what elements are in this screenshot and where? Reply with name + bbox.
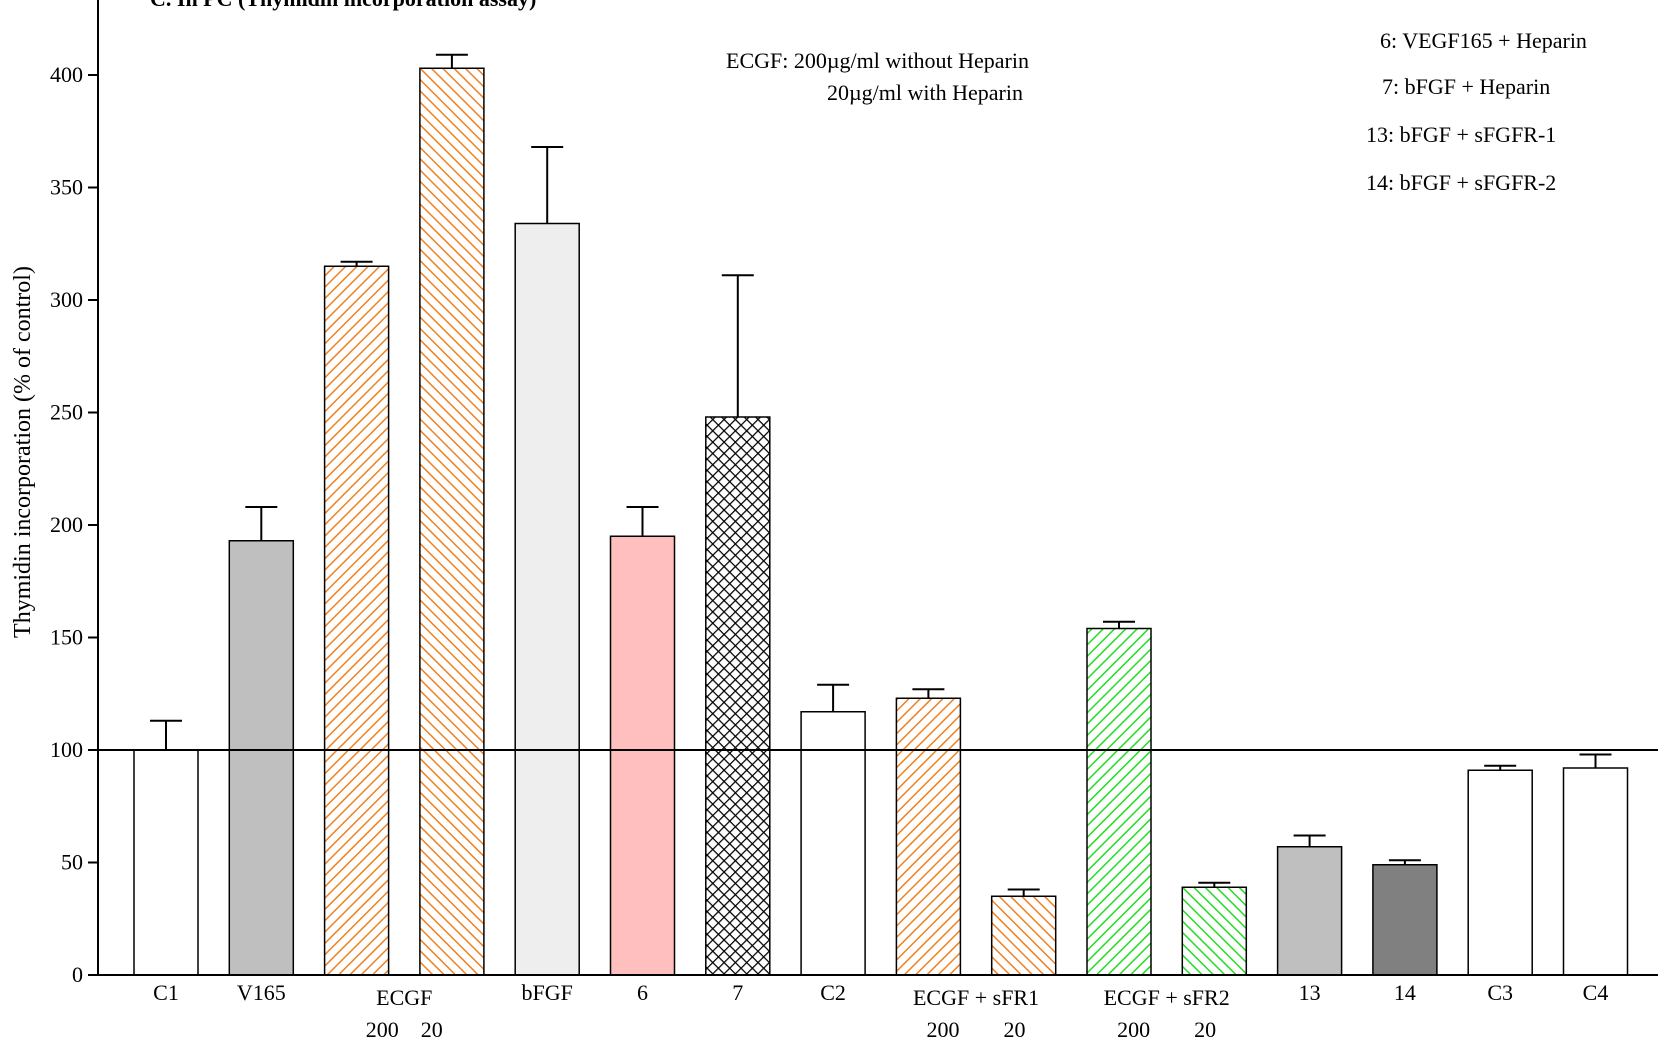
legend-item-6: 6: VEGF165 + Heparin [1380, 28, 1587, 53]
ecgf-annotation-line1: ECGF: 200µg/ml without Heparin [726, 48, 1029, 73]
bar-bfgf [514, 222, 580, 976]
x-tick-sublabel: 200 20 [366, 1017, 443, 1042]
x-tick-label: ECGF [376, 985, 432, 1010]
legend-item-14: 14: bFGF + sFGFR-2 [1366, 170, 1556, 195]
bar-ecgf-sfr1-200 [895, 697, 962, 976]
x-tick-label: C2 [820, 980, 846, 1005]
y-tick-label: 200 [50, 512, 83, 537]
x-axis-labels: C1 V165 ECGF 200 20 bFGF 6 7 C2 ECGF + sFR1 200 2… [153, 980, 1608, 1042]
y-tick-label: 250 [50, 400, 83, 425]
x-tick-label: C3 [1487, 980, 1513, 1005]
bar-ecgf-20 [419, 67, 485, 976]
bar-ecgf-sfr2-20 [1181, 886, 1248, 976]
bar-13 [1276, 846, 1343, 976]
y-axis-label: Thymidin incorporation (% of control) [10, 266, 36, 638]
y-tick-label: 150 [50, 625, 83, 650]
x-tick-sublabel: 200 20 [927, 1017, 1026, 1042]
legend-item-7: 7: bFGF + Heparin [1382, 74, 1550, 99]
y-tick-label: 100 [50, 737, 83, 762]
x-tick-label: bFGF [522, 980, 573, 1005]
bars-group [133, 67, 1629, 976]
x-tick-label: 13 [1299, 980, 1321, 1005]
bar-ecgf-sfr2-200 [1086, 627, 1152, 976]
y-tick-label: 400 [50, 62, 83, 87]
bar-ecgf-200 [323, 265, 390, 976]
bar-c4 [1562, 767, 1629, 976]
y-tick-label: 350 [50, 175, 83, 200]
y-tick-label: 300 [50, 287, 83, 312]
bar-v165 [228, 540, 295, 976]
x-tick-label: C1 [153, 980, 179, 1005]
error-bars-group [150, 53, 1612, 897]
y-axis-ticks: 0 50 100 150 200 250 300 350 400 [50, 62, 98, 987]
x-tick-label: C4 [1583, 980, 1609, 1005]
x-tick-label: V165 [237, 980, 286, 1005]
x-tick-label: ECGF + sFR2 [1104, 985, 1230, 1010]
x-tick-label: 7 [732, 980, 743, 1005]
bar-6 [609, 535, 676, 976]
bar-c2 [800, 711, 866, 976]
x-tick-label: 6 [637, 980, 648, 1005]
chart-title-fragment: C. In PC (Thymidin incorporation assay) [150, 0, 536, 11]
ecgf-annotation-line2: 20µg/ml with Heparin [827, 80, 1023, 105]
bar-ecgf-sfr1-20 [990, 895, 1057, 976]
legend-item-13: 13: bFGF + sFGFR-1 [1366, 122, 1556, 147]
bar-c1 [133, 749, 199, 976]
bar-14 [1372, 864, 1438, 976]
y-tick-label: 50 [61, 850, 83, 875]
bar-c3 [1467, 769, 1533, 976]
y-tick-label: 0 [72, 962, 83, 987]
x-tick-label: 14 [1394, 980, 1416, 1005]
x-tick-label: ECGF + sFR1 [913, 985, 1039, 1010]
x-tick-sublabel: 200 20 [1117, 1017, 1216, 1042]
bar-7 [705, 416, 771, 976]
